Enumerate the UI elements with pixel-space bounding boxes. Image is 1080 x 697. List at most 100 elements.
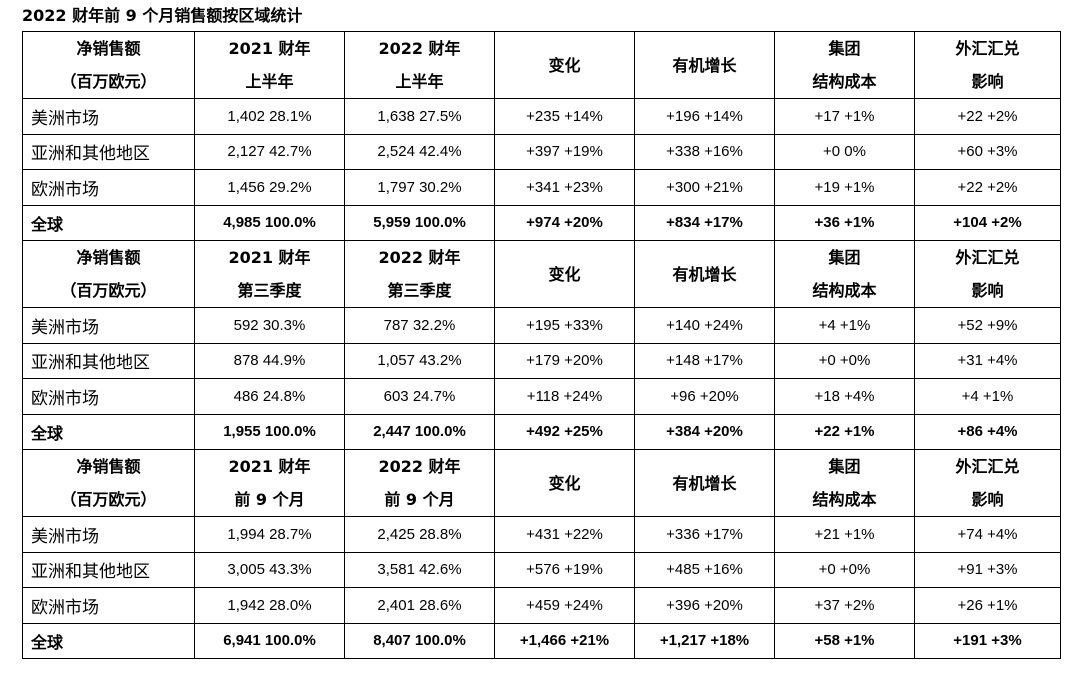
fx-cell: +74 +4%: [914, 516, 1061, 553]
change-cell: +1,466 +21%: [494, 622, 635, 659]
header-line: 变化: [548, 264, 581, 284]
group-cell: +19 +1%: [774, 169, 915, 206]
header-line: 2021 财年: [228, 248, 311, 267]
net-sales-header: 净销售额 （百万欧元）: [22, 240, 195, 308]
header-line: 有机增长: [672, 264, 737, 284]
fy2022-cell: 1,797 30.2%: [344, 169, 495, 206]
fy2021-cell: 1,942 28.0%: [194, 587, 345, 624]
region-name: 欧洲市场: [22, 378, 195, 415]
header-line: 2022 财年: [378, 457, 461, 476]
fy2022-header: 2022 财年 前 9 个月: [344, 449, 495, 517]
table-row: 欧洲市场 1,942 28.0% 2,401 28.6% +459 +24% +…: [22, 587, 1061, 624]
total-row: 全球 1,955 100.0% 2,447 100.0% +492 +25% +…: [22, 413, 1061, 450]
fy2022-cell: 1,638 27.5%: [344, 98, 495, 135]
change-header: 变化: [494, 449, 635, 517]
fy2022-cell: 2,401 28.6%: [344, 587, 495, 624]
fx-cell: +91 +3%: [914, 551, 1061, 588]
group-cell: +0 +0%: [774, 342, 915, 379]
header-line: 第三季度: [237, 281, 302, 300]
group-cell: +58 +1%: [774, 622, 915, 659]
fy2021-cell: 3,005 43.3%: [194, 551, 345, 588]
header-line: 2021 财年: [228, 457, 311, 476]
fy2022-cell: 603 24.7%: [344, 378, 495, 415]
header-line: 上半年: [395, 72, 444, 91]
table-row: 亚洲和其他地区 2,127 42.7% 2,524 42.4% +397 +19…: [22, 133, 1061, 170]
header-line: 结构成本: [812, 72, 877, 91]
fy2021-cell: 4,985 100.0%: [194, 204, 345, 241]
organic-cell: +834 +17%: [634, 204, 775, 241]
net-sales-header: 净销售额 （百万欧元）: [22, 31, 195, 99]
fy2021-cell: 1,402 28.1%: [194, 98, 345, 135]
fy2022-cell: 2,447 100.0%: [344, 413, 495, 450]
fy2021-header: 2021 财年 前 9 个月: [194, 449, 345, 517]
fx-cell: +31 +4%: [914, 342, 1061, 379]
fx-impact-header: 外汇汇兑 影响: [914, 449, 1061, 517]
fx-impact-header: 外汇汇兑 影响: [914, 240, 1061, 308]
organic-cell: +196 +14%: [634, 98, 775, 135]
organic-growth-header: 有机增长: [634, 240, 775, 308]
header-line: （百万欧元）: [60, 281, 157, 300]
table-row: 亚洲和其他地区 878 44.9% 1,057 43.2% +179 +20% …: [22, 342, 1061, 379]
fy2021-cell: 1,456 29.2%: [194, 169, 345, 206]
net-sales-header: 净销售额 （百万欧元）: [22, 449, 195, 517]
fy2021-cell: 2,127 42.7%: [194, 133, 345, 170]
group-structure-header: 集团 结构成本: [774, 449, 915, 517]
change-cell: +459 +24%: [494, 587, 635, 624]
fx-cell: +4 +1%: [914, 378, 1061, 415]
fy2021-header: 2021 财年 第三季度: [194, 240, 345, 308]
header-line: （百万欧元）: [60, 72, 157, 91]
change-cell: +341 +23%: [494, 169, 635, 206]
fy2022-cell: 2,524 42.4%: [344, 133, 495, 170]
section-header-row: 净销售额 （百万欧元） 2021 财年 第三季度 2022 财年 第三季度 变化…: [22, 240, 1061, 308]
organic-cell: +148 +17%: [634, 342, 775, 379]
table-row: 美洲市场 1,402 28.1% 1,638 27.5% +235 +14% +…: [22, 98, 1061, 135]
region-name: 亚洲和其他地区: [22, 133, 195, 170]
organic-cell: +384 +20%: [634, 413, 775, 450]
section-header-row: 净销售额 （百万欧元） 2021 财年 上半年 2022 财年 上半年 变化 有…: [22, 31, 1061, 99]
section-header-row: 净销售额 （百万欧元） 2021 财年 前 9 个月 2022 财年 前 9 个…: [22, 449, 1061, 517]
header-line: 2022 财年: [378, 248, 461, 267]
table-row: 亚洲和其他地区 3,005 43.3% 3,581 42.6% +576 +19…: [22, 551, 1061, 588]
table-row: 欧洲市场 1,456 29.2% 1,797 30.2% +341 +23% +…: [22, 169, 1061, 206]
header-line: 前 9 个月: [234, 490, 305, 509]
fy2021-cell: 6,941 100.0%: [194, 622, 345, 659]
header-line: 第三季度: [387, 281, 452, 300]
group-cell: +21 +1%: [774, 516, 915, 553]
group-cell: +17 +1%: [774, 98, 915, 135]
group-structure-header: 集团 结构成本: [774, 31, 915, 99]
header-line: 集团: [828, 457, 861, 476]
change-cell: +195 +33%: [494, 307, 635, 344]
group-cell: +37 +2%: [774, 587, 915, 624]
page-title: 2022 财年前 9 个月销售额按区域统计: [22, 6, 303, 25]
fy2022-cell: 3,581 42.6%: [344, 551, 495, 588]
fy2021-cell: 878 44.9%: [194, 342, 345, 379]
group-structure-header: 集团 结构成本: [774, 240, 915, 308]
fy2021-header: 2021 财年 上半年: [194, 31, 345, 99]
group-cell: +0 +0%: [774, 551, 915, 588]
header-line: 结构成本: [812, 490, 877, 509]
fx-cell: +52 +9%: [914, 307, 1061, 344]
group-cell: +4 +1%: [774, 307, 915, 344]
region-name: 全球: [22, 204, 195, 241]
fx-cell: +60 +3%: [914, 133, 1061, 170]
header-line: 影响: [971, 72, 1004, 91]
organic-cell: +338 +16%: [634, 133, 775, 170]
fx-cell: +22 +2%: [914, 98, 1061, 135]
organic-cell: +396 +20%: [634, 587, 775, 624]
change-cell: +179 +20%: [494, 342, 635, 379]
header-line: 有机增长: [672, 473, 737, 493]
header-line: （百万欧元）: [60, 490, 157, 509]
group-cell: +36 +1%: [774, 204, 915, 241]
table-row: 美洲市场 592 30.3% 787 32.2% +195 +33% +140 …: [22, 307, 1061, 344]
organic-cell: +300 +21%: [634, 169, 775, 206]
fx-cell: +191 +3%: [914, 622, 1061, 659]
header-line: 净销售额: [76, 39, 141, 58]
organic-cell: +336 +17%: [634, 516, 775, 553]
header-line: 结构成本: [812, 281, 877, 300]
change-cell: +492 +25%: [494, 413, 635, 450]
organic-cell: +1,217 +18%: [634, 622, 775, 659]
fy2022-header: 2022 财年 第三季度: [344, 240, 495, 308]
fx-cell: +86 +4%: [914, 413, 1061, 450]
region-name: 欧洲市场: [22, 169, 195, 206]
header-line: 集团: [828, 248, 861, 267]
